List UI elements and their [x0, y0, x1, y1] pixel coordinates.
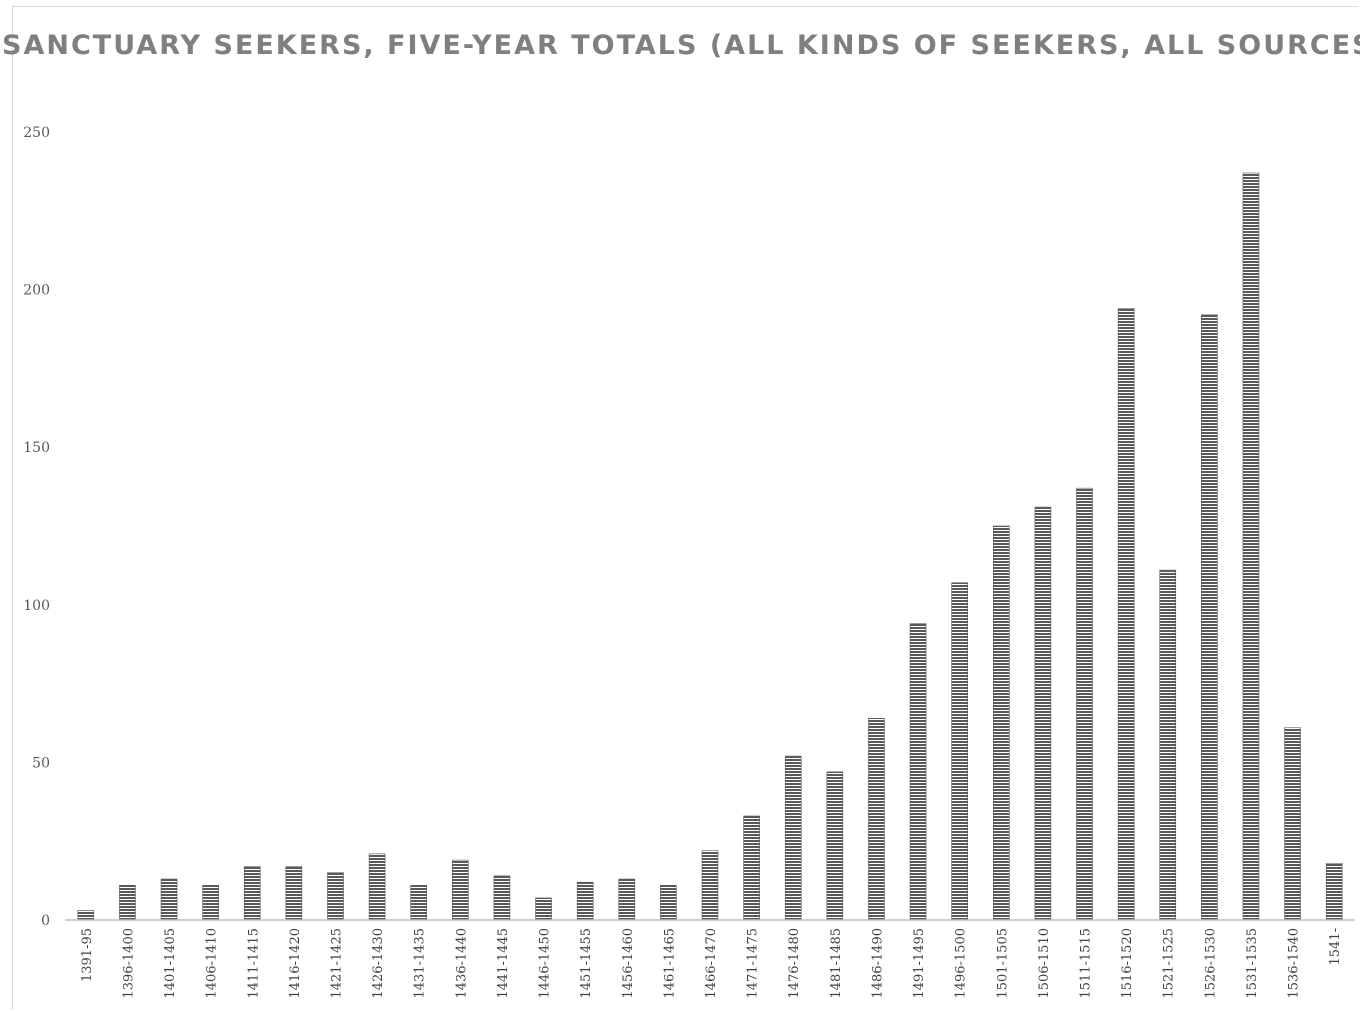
y-tick-label: 100 — [23, 598, 50, 614]
x-tick-label: 1531-1535 — [1245, 928, 1260, 999]
bar — [368, 853, 386, 921]
y-tick-label: 250 — [23, 125, 50, 141]
x-tick-label: 1461-1465 — [662, 928, 677, 999]
x-tick-label: 1476-1480 — [787, 928, 802, 999]
bar — [826, 771, 844, 921]
x-tick-label: 1516-1520 — [1120, 928, 1135, 999]
bar — [243, 866, 261, 921]
bar — [576, 881, 594, 921]
x-tick-label: 1506-1510 — [1037, 928, 1052, 999]
bar — [493, 875, 511, 921]
bar — [1159, 569, 1177, 921]
x-tick-label: 1511-1515 — [1079, 928, 1094, 999]
x-tick-label: 1396-1400 — [121, 928, 136, 999]
bar — [410, 885, 428, 921]
bar — [743, 815, 760, 921]
x-tick-label: 1456-1460 — [621, 928, 636, 999]
x-tick-label: 1421-1425 — [329, 928, 344, 999]
bar — [452, 859, 469, 921]
bar — [327, 872, 344, 921]
x-tick-label: 1501-1505 — [995, 928, 1010, 999]
bar — [77, 910, 95, 921]
x-tick-label: 1466-1470 — [704, 928, 719, 999]
bar — [868, 717, 885, 921]
x-tick-label: 1481-1485 — [829, 928, 844, 999]
x-tick-label: 1426-1430 — [371, 928, 386, 999]
bar — [1201, 314, 1218, 921]
bar — [285, 866, 303, 921]
x-tick-label: 1411-1415 — [246, 928, 261, 999]
bar — [160, 878, 178, 921]
bar — [1242, 172, 1260, 921]
bar — [992, 525, 1010, 921]
bar — [1284, 727, 1301, 921]
bar — [618, 878, 636, 921]
bar — [1034, 506, 1052, 921]
bar — [202, 885, 219, 921]
x-tick-label: 1436-1440 — [454, 928, 469, 999]
x-tick-label: 1391-95 — [80, 928, 95, 982]
x-tick-label: 1441-1445 — [496, 928, 511, 999]
bar — [1325, 862, 1343, 921]
bar — [119, 885, 136, 921]
x-tick-label: 1486-1490 — [870, 928, 885, 999]
x-tick-label: 1491-1495 — [912, 928, 927, 999]
bar — [701, 850, 719, 921]
bar — [1076, 487, 1093, 921]
x-tick-label: 1526-1530 — [1203, 928, 1218, 999]
y-tick-label: 200 — [23, 283, 50, 299]
x-tick-label: 1496-1500 — [954, 928, 969, 999]
x-tick-label: 1541- — [1328, 928, 1343, 965]
x-axis: 1391-95 1396-1400 1401-1405 1406-1410 1411-1… — [80, 928, 1343, 999]
chart-frame — [12, 6, 1358, 1010]
y-tick-label: 0 — [41, 913, 50, 929]
y-axis: 0 50 100 150 200 250 — [23, 125, 50, 929]
bar — [660, 885, 677, 921]
x-tick-label: 1401-1405 — [163, 928, 178, 999]
y-tick-label: 150 — [23, 440, 50, 456]
x-tick-label: 1451-1455 — [579, 928, 594, 999]
bar — [535, 897, 552, 921]
bar — [951, 582, 968, 921]
x-tick-label: 1446-1450 — [538, 928, 553, 999]
bars — [77, 172, 1343, 921]
x-tick-label: 1416-1420 — [288, 928, 303, 999]
bar — [1117, 308, 1135, 921]
y-tick-label: 50 — [32, 755, 50, 771]
bar — [909, 623, 927, 921]
x-tick-label: 1521-1525 — [1162, 928, 1177, 999]
x-tick-label: 1471-1475 — [746, 928, 761, 999]
bar — [784, 755, 802, 921]
x-tick-label: 1536-1540 — [1287, 928, 1302, 999]
chart-title: SANCTUARY SEEKERS, FIVE-YEAR TOTALS (ALL… — [2, 30, 1360, 61]
x-tick-label: 1406-1410 — [205, 928, 220, 999]
x-tick-label: 1431-1435 — [413, 928, 428, 999]
